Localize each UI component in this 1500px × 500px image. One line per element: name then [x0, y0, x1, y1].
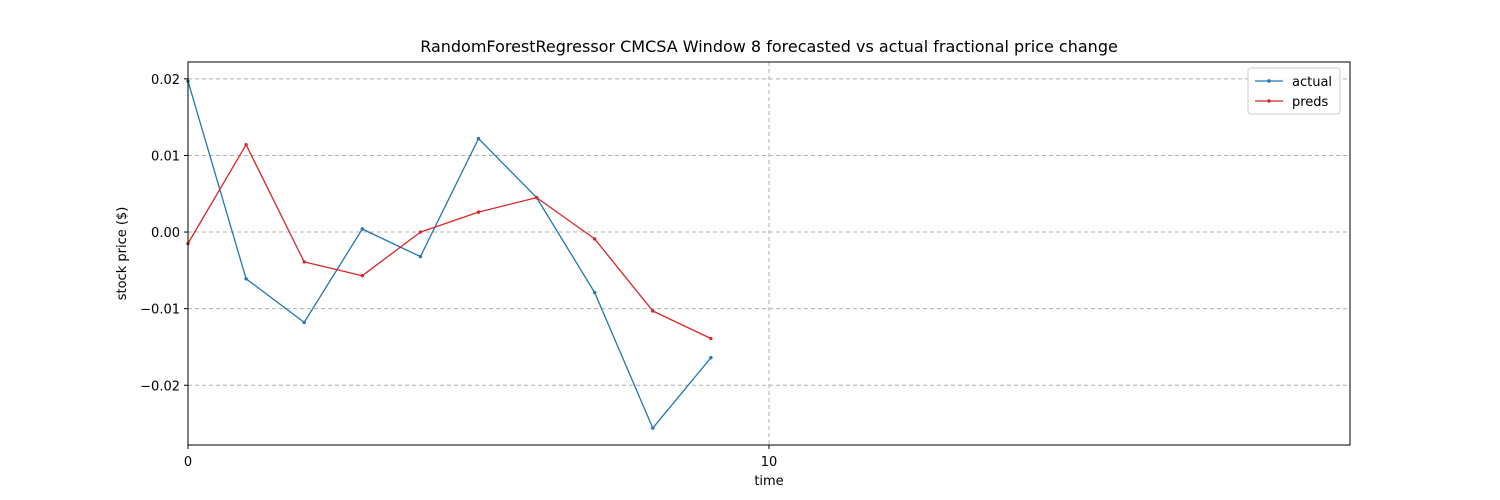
series-line-actual	[187, 81, 712, 429]
legend-marker-preds	[1267, 99, 1271, 103]
series-lines	[186, 79, 713, 430]
y-axis-label: stock price ($)	[115, 207, 130, 301]
data-point-preds	[593, 237, 597, 241]
data-point-preds	[302, 260, 306, 264]
data-point-preds	[534, 195, 539, 200]
chart-title: RandomForestRegressor CMCSA Window 8 for…	[420, 37, 1118, 56]
legend: actual preds	[1247, 67, 1341, 115]
data-point-actual	[593, 290, 597, 295]
x-tick-label: 10	[761, 455, 778, 470]
grid-lines	[187, 62, 1350, 445]
data-point-preds	[651, 309, 655, 313]
legend-box	[1247, 67, 1341, 115]
data-point-actual	[302, 320, 306, 325]
y-tick-label: −0.02	[140, 379, 180, 394]
data-point-actual	[360, 227, 364, 231]
data-point-actual	[244, 277, 248, 281]
data-point-preds	[360, 274, 364, 278]
legend-label-preds: preds	[1292, 95, 1329, 110]
data-point-actual	[476, 136, 481, 141]
series-line-preds	[187, 144, 712, 340]
data-point-preds	[476, 210, 481, 214]
y-tick-label: 0.01	[151, 149, 180, 164]
x-tick-label: 0	[184, 455, 192, 470]
data-point-preds	[418, 230, 423, 234]
x-axis-label: time	[754, 474, 783, 489]
axis-ticks: −0.02 −0.01 0.00 0.01 0.02 0 10	[140, 73, 777, 470]
y-tick-label: −0.01	[140, 303, 180, 318]
data-point-preds	[244, 143, 248, 147]
data-point-actual	[418, 254, 423, 259]
y-tick-label: 0.00	[151, 226, 180, 241]
data-point-actual	[709, 355, 713, 360]
data-point-preds	[709, 336, 713, 341]
legend-label-actual: actual	[1292, 75, 1332, 90]
data-point-actual	[651, 426, 655, 430]
legend-marker-actual	[1267, 79, 1271, 83]
y-tick-label: 0.02	[151, 73, 180, 88]
